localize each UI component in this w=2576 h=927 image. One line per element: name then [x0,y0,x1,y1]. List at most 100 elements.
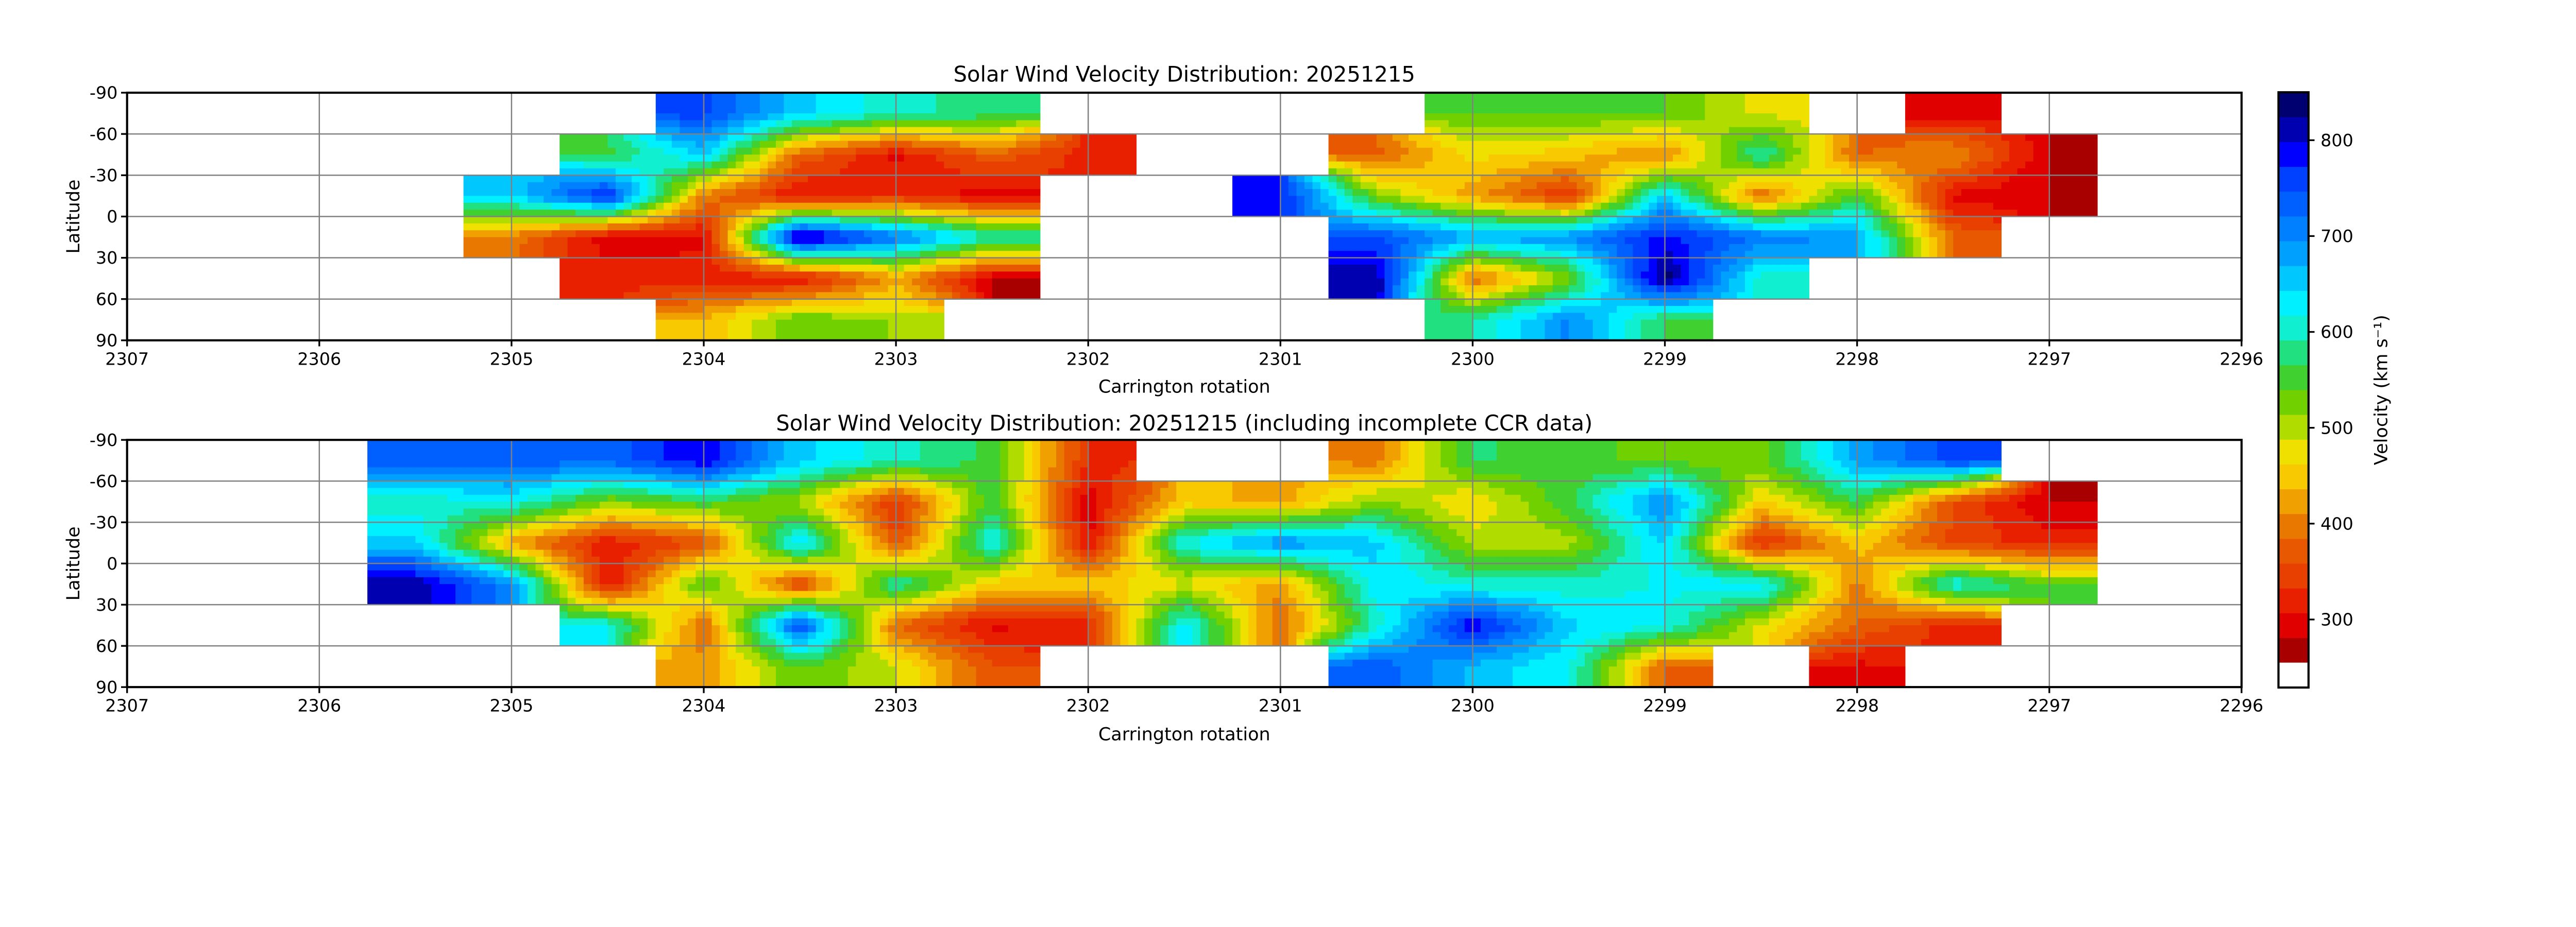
heat-cell [960,264,969,272]
heat-cell [800,189,808,196]
heat-cell [936,327,944,334]
heat-cell [759,147,768,155]
heat-cell [720,175,728,183]
heat-cell [1376,251,1385,258]
heat-cell [1937,196,1946,203]
heat-cell [1425,189,1433,196]
heat-cell [680,127,688,134]
heat-cell [1801,93,1809,100]
heat-cell [591,251,600,258]
heat-cell [1817,147,1825,155]
heat-cell [1624,264,1633,272]
heat-cell [1592,141,1601,148]
heat-cell [1592,271,1601,279]
heat-cell [1464,147,1473,155]
heat-cell [904,313,912,320]
heat-cell [792,306,801,313]
heat-cell [1961,93,1970,100]
heat-cell [1024,292,1032,300]
heat-cell [1561,189,1569,196]
heat-cell [840,99,849,107]
heat-cell [2017,147,2026,155]
heat-cell [1849,251,1858,258]
heat-cell [1545,175,1553,183]
heat-cell [775,327,784,334]
heat-cell [1881,147,1890,155]
heat-cell [720,202,728,210]
heat-cell [1536,264,1545,272]
heat-cell [1520,175,1529,183]
heat-cell [1577,264,1585,272]
heat-cell [1769,93,1777,100]
heat-cell [1497,292,1505,300]
heat-cell [1977,202,1986,210]
heat-cell [1953,93,1962,100]
heat-cell [1488,113,1497,121]
heat-cell [727,106,736,114]
heat-cell [551,216,560,224]
heat-cell [1825,216,1834,224]
heat-cell [1128,134,1137,141]
heat-cell [632,147,640,155]
heat-cell [816,313,824,320]
x-tick-label: 2305 [489,349,533,369]
heat-cell [664,258,672,265]
heat-cell [848,106,856,114]
heat-cell [1745,154,1754,162]
heat-cell [1376,189,1385,196]
heat-cell [1624,182,1633,190]
heat-cell [583,251,592,258]
heat-cell [1288,202,1297,210]
heat-cell [952,113,960,121]
heat-cell [1448,120,1457,128]
heat-cell [616,196,624,203]
heat-cell [575,216,584,224]
heat-cell [1737,182,1745,190]
heat-cell [1801,99,1809,107]
heat-cell [1993,127,2002,134]
heat-cell [759,299,768,306]
heat-cell [696,147,704,155]
heat-cell [816,299,824,306]
heat-cell [1689,93,1698,100]
heat-cell [976,202,985,210]
heat-cell [920,230,928,237]
heat-cell [1529,223,1537,231]
heat-cell [848,278,856,286]
heat-cell [1665,278,1673,286]
heat-cell [511,216,520,224]
heat-cell [1480,251,1489,258]
heat-cell [704,161,713,169]
heat-cell [415,447,424,454]
heat-cell [711,319,720,327]
heat-cell [616,168,624,176]
heat-cell [1608,237,1617,245]
heat-cell [784,327,792,334]
heat-cell [528,223,536,231]
heat-cell [904,127,912,134]
heat-cell [816,244,824,251]
heat-cell [1464,271,1473,279]
heat-cell [1577,216,1585,224]
heat-cell [1016,141,1025,148]
heat-cell [1296,196,1305,203]
heat-cell [1777,244,1786,251]
heat-cell [1409,210,1417,217]
heat-cell [1456,202,1465,210]
heat-cell [1536,106,1545,114]
heat-cell [752,202,760,210]
heat-cell [1440,202,1449,210]
heat-cell [696,333,704,341]
heat-cell [1360,264,1369,272]
heat-cell [936,285,944,293]
heat-cell [2009,189,2018,196]
heat-cell [1865,161,1874,169]
heat-cell [1344,264,1353,272]
heat-cell [535,216,544,224]
heat-cell [648,182,656,190]
heat-cell [655,244,664,251]
heat-cell [1817,168,1825,176]
heat-cell [1769,168,1777,176]
heat-cell [599,223,608,231]
heat-cell [896,292,905,300]
